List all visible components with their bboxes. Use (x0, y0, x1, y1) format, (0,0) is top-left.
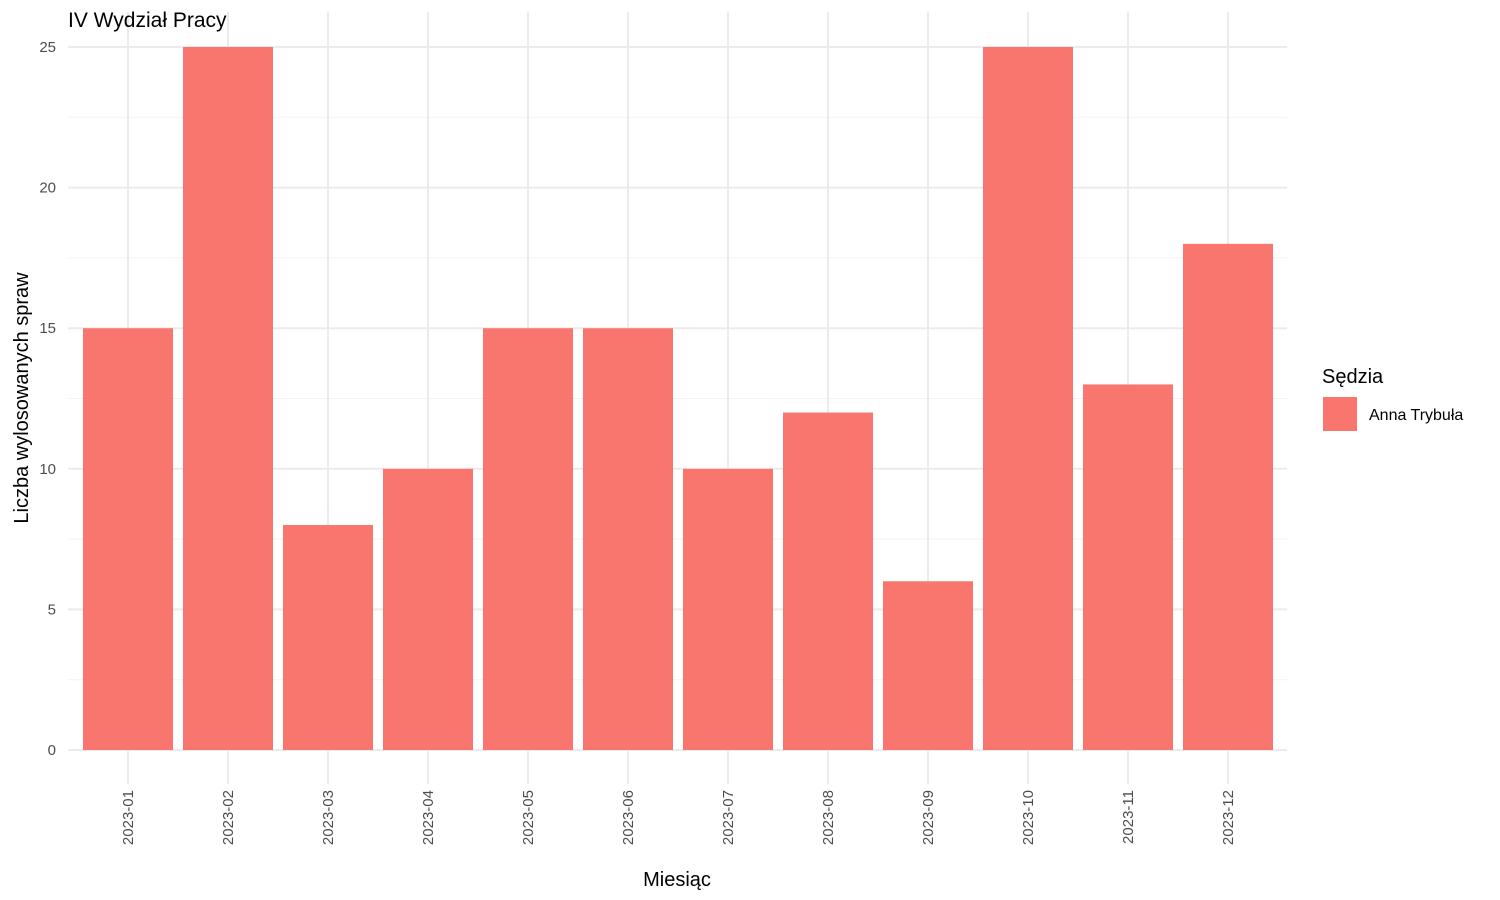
x-tick-label: 2023-12 (1220, 790, 1237, 845)
bar-2023-03 (283, 525, 373, 750)
y-tick-label: 20 (39, 180, 56, 197)
bars (83, 47, 1273, 750)
bar-2023-12 (1183, 243, 1273, 750)
bar-2023-09 (883, 581, 973, 750)
legend-title: Sędzia (1322, 366, 1384, 388)
y-tick-label: 10 (39, 461, 56, 478)
bar-2023-11 (1083, 384, 1173, 750)
x-tick-label: 2023-06 (620, 790, 637, 845)
x-axis-title: Miesiąc (643, 869, 711, 891)
x-tick-label: 2023-09 (920, 790, 937, 845)
x-tick-label: 2023-05 (520, 790, 537, 845)
x-tick-label: 2023-07 (720, 790, 737, 845)
y-tick-label: 5 (48, 601, 56, 618)
y-axis-title: Liczba wylosowanych spraw (11, 272, 33, 524)
bar-2023-10 (983, 47, 1073, 750)
bar-2023-08 (783, 412, 873, 750)
x-axis-ticks: 2023-01 2023-02 2023-03 2023-04 2023-05 2023-… (120, 790, 1237, 845)
bar-2023-05 (483, 328, 573, 750)
bar-2023-02 (183, 47, 273, 750)
x-tick-label: 2023-04 (420, 790, 437, 845)
y-tick-label: 0 (48, 742, 56, 759)
x-tick-label: 2023-01 (120, 790, 137, 845)
bar-2023-01 (83, 328, 173, 750)
x-tick-label: 2023-03 (320, 790, 337, 845)
bar-2023-07 (683, 468, 773, 750)
y-tick-label: 15 (39, 320, 56, 337)
legend-key-swatch (1323, 397, 1357, 431)
y-tick-label: 25 (39, 39, 56, 56)
x-tick-label: 2023-02 (220, 790, 237, 845)
legend-item-label: Anna Trybuła (1369, 407, 1463, 424)
legend: Sędzia Anna Trybuła (1322, 366, 1463, 431)
chart-title: IV Wydział Pracy (68, 9, 227, 32)
x-tick-label: 2023-10 (1020, 790, 1037, 845)
x-tick-label: 2023-08 (820, 790, 837, 845)
x-tick-label: 2023-11 (1120, 790, 1137, 844)
y-axis-ticks: 0 5 10 15 20 25 (39, 39, 56, 759)
bar-2023-06 (583, 328, 673, 750)
bar-2023-04 (383, 468, 473, 750)
